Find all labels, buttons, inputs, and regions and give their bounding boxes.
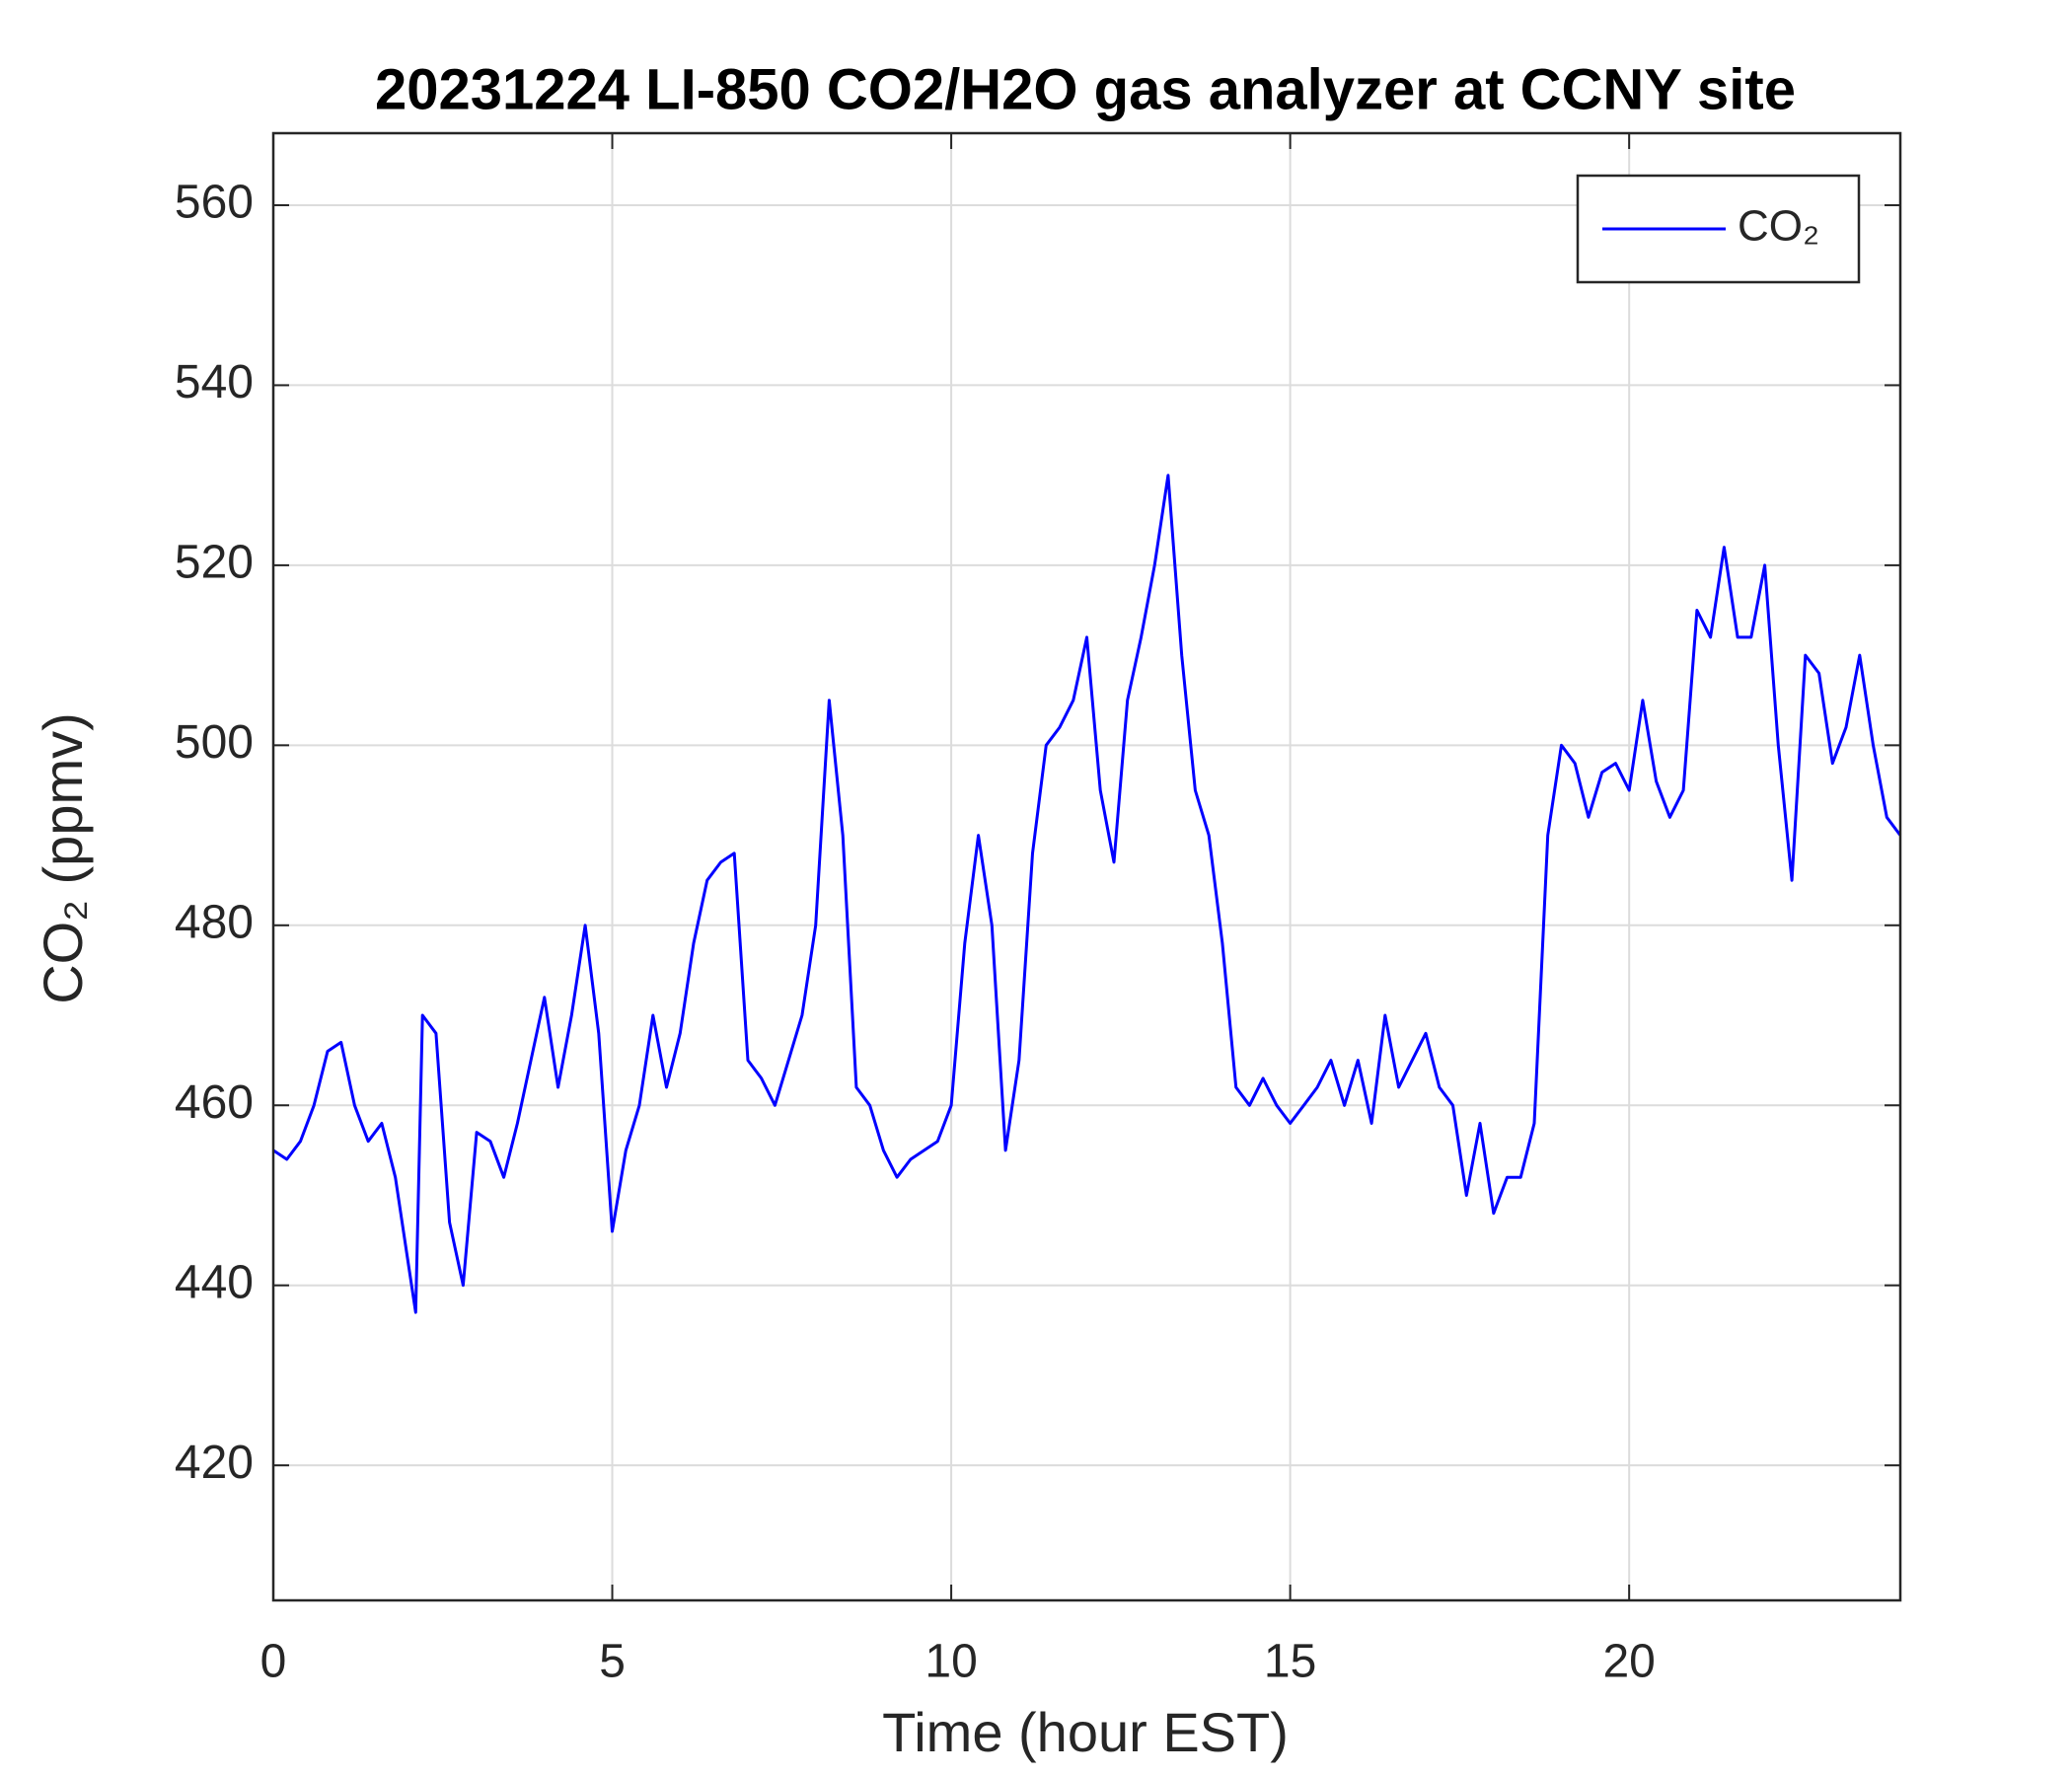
y-tick-label: 520 — [175, 537, 254, 589]
y-tick-label: 560 — [175, 177, 254, 229]
y-tick-label: 440 — [175, 1256, 254, 1308]
x-tick-label: 10 — [925, 1636, 977, 1688]
y-tick-label: 480 — [175, 896, 254, 948]
legend-label: CO₂ — [1738, 202, 1819, 251]
plot-frame — [271, 131, 1902, 1602]
x-tick-label: 0 — [260, 1636, 287, 1688]
y-tick-label: 460 — [175, 1076, 254, 1129]
x-tick-label: 5 — [599, 1636, 626, 1688]
data-line — [272, 474, 1902, 1314]
y-tick-label: 500 — [175, 716, 254, 769]
chart-title: 20231224 LI-850 CO2/H2O gas analyzer at … — [375, 57, 1796, 121]
x-tick-label: 15 — [1264, 1636, 1316, 1688]
x-axis-label: Time (hour EST) — [882, 1701, 1289, 1763]
x-tick-label: 20 — [1602, 1636, 1655, 1688]
y-tick-label: 540 — [175, 356, 254, 408]
y-tick-label: 420 — [175, 1437, 254, 1489]
y-axis-label: CO₂ (ppmv) — [32, 712, 94, 1004]
